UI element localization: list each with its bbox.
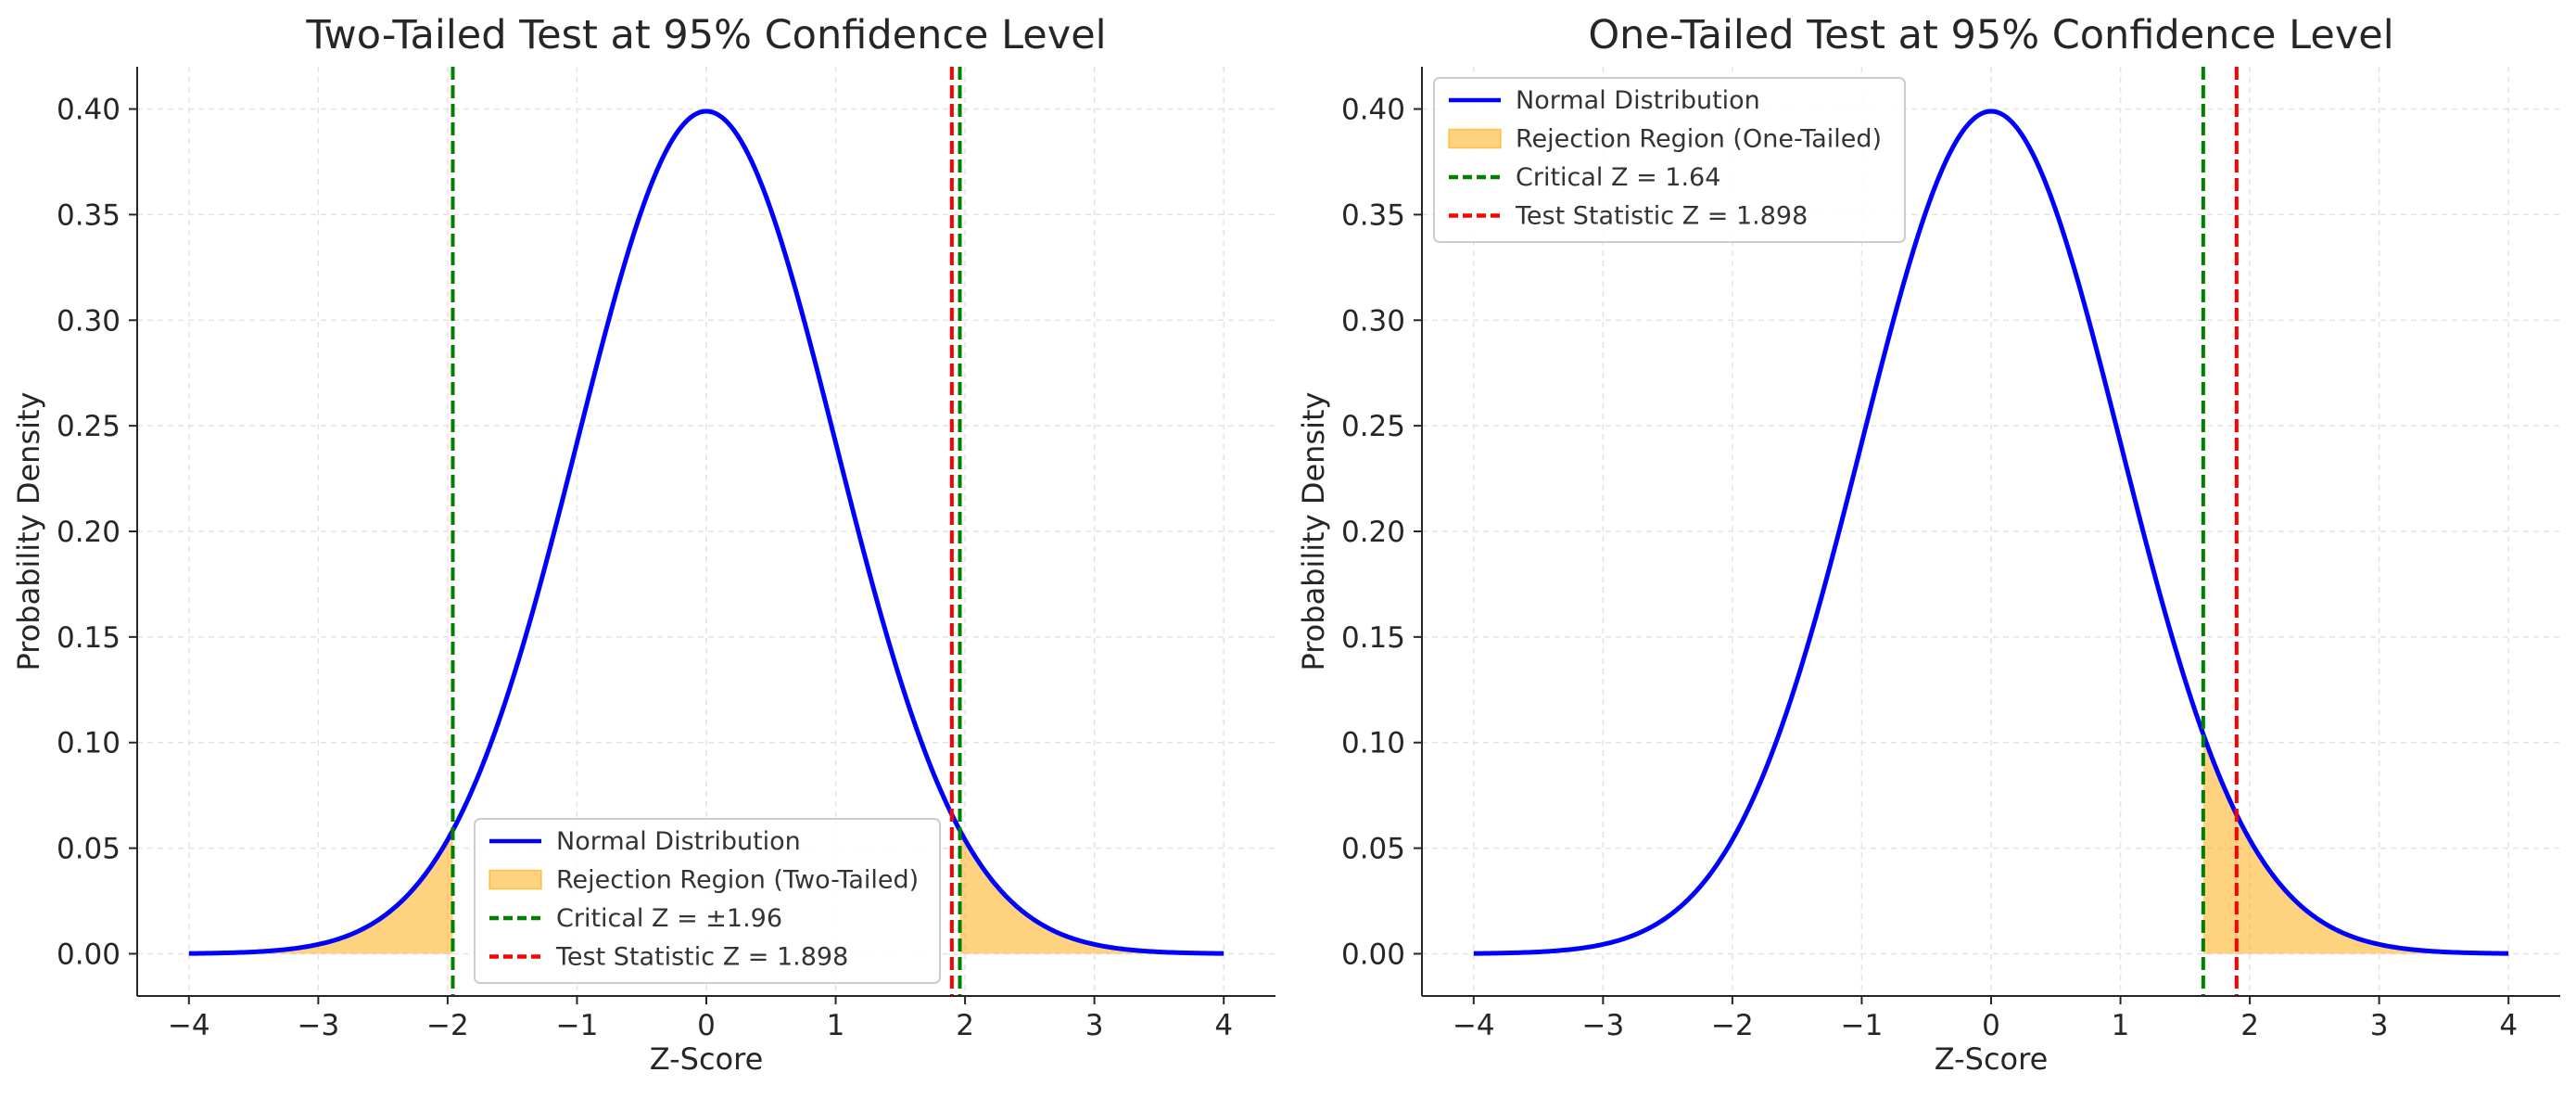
x-axis-label: Z-Score bbox=[650, 1041, 764, 1077]
x-tick-label: 0 bbox=[1982, 1009, 2000, 1042]
rejection-region bbox=[959, 830, 1225, 954]
normal-distribution-line bbox=[1473, 109, 2509, 956]
y-tick-label: 0.00 bbox=[57, 938, 121, 971]
legend-label: Critical Z = 1.64 bbox=[1516, 163, 1720, 192]
x-tick-label: 0 bbox=[697, 1009, 716, 1042]
y-tick-label: 0.10 bbox=[1341, 727, 1405, 760]
chart-title: Two-Tailed Test at 95% Confidence Level bbox=[305, 12, 1106, 58]
y-tick-label: 0.15 bbox=[57, 621, 121, 655]
y-axis-label: Probability Density bbox=[11, 392, 46, 671]
legend-label: Critical Z = ±1.96 bbox=[556, 904, 782, 933]
x-tick-label: −2 bbox=[1711, 1009, 1754, 1042]
legend-label: Test Statistic Z = 1.898 bbox=[555, 943, 848, 972]
x-tick-label: −2 bbox=[426, 1009, 469, 1042]
rejection-region bbox=[188, 830, 453, 954]
y-tick-label: 0.15 bbox=[1341, 621, 1405, 655]
x-tick-label: −1 bbox=[1841, 1009, 1884, 1042]
legend-label: Normal Distribution bbox=[1516, 86, 1760, 115]
normal-distribution-line bbox=[188, 109, 1225, 956]
legend-label: Normal Distribution bbox=[556, 827, 801, 856]
x-tick-label: −4 bbox=[1453, 1009, 1495, 1042]
y-tick-label: 0.20 bbox=[57, 516, 121, 549]
y-tick-label: 0.05 bbox=[1341, 833, 1405, 866]
y-tick-label: 0.30 bbox=[1341, 304, 1405, 338]
x-tick-label: 2 bbox=[2240, 1009, 2259, 1042]
legend-box bbox=[1433, 77, 1906, 243]
y-tick-label: 0.35 bbox=[1341, 198, 1405, 232]
legend-label: Rejection Region (Two-Tailed) bbox=[556, 866, 919, 895]
y-tick-label: 0.25 bbox=[1341, 410, 1405, 443]
legend-label: Test Statistic Z = 1.898 bbox=[1515, 202, 1808, 231]
y-tick-label: 0.35 bbox=[57, 198, 121, 232]
legend-box bbox=[474, 818, 941, 984]
legend: Normal Distribution Rejection Region (Two… bbox=[474, 818, 941, 984]
x-tick-label: 3 bbox=[2370, 1009, 2389, 1042]
y-tick-label: 0.20 bbox=[1341, 516, 1405, 549]
legend-swatch bbox=[489, 869, 542, 890]
x-tick-label: −3 bbox=[1582, 1009, 1625, 1042]
y-tick-label: 0.00 bbox=[1341, 938, 1405, 971]
x-tick-label: −1 bbox=[556, 1009, 599, 1042]
x-tick-label: −3 bbox=[298, 1009, 340, 1042]
x-tick-label: 4 bbox=[1214, 1009, 1233, 1042]
y-tick-label: 0.40 bbox=[1341, 94, 1405, 127]
x-axis-label: Z-Score bbox=[1935, 1041, 2049, 1077]
legend: Normal Distribution Rejection Region (One… bbox=[1433, 77, 1906, 243]
x-tick-label: 4 bbox=[2499, 1009, 2518, 1042]
x-tick-label: 2 bbox=[956, 1009, 974, 1042]
y-tick-label: 0.10 bbox=[57, 727, 121, 760]
y-tick-label: 0.40 bbox=[57, 94, 121, 127]
x-tick-label: 3 bbox=[1085, 1009, 1104, 1042]
y-tick-label: 0.05 bbox=[57, 833, 121, 866]
rejection-region bbox=[2202, 734, 2509, 954]
x-tick-label: −4 bbox=[168, 1009, 210, 1042]
x-tick-label: 1 bbox=[827, 1009, 845, 1042]
y-tick-label: 0.25 bbox=[57, 410, 121, 443]
legend-label: Rejection Region (One-Tailed) bbox=[1516, 125, 1882, 154]
y-tick-label: 0.30 bbox=[57, 304, 121, 338]
chart-panel-2: −4 −3 −2 −1 0 1 2 3 4 0.00 0.05 0.10 0.15 0.20 0.25 0.3… bbox=[1296, 12, 2560, 1077]
chart-panel-1: −4 −3 −2 −1 0 1 2 3 4 0.00 0.05 0.10 0.15 0.20 0.25 0.3… bbox=[11, 12, 1275, 1077]
chart-title: One-Tailed Test at 95% Confidence Level bbox=[1588, 12, 2393, 58]
x-tick-label: 1 bbox=[2112, 1009, 2130, 1042]
y-axis-label: Probability Density bbox=[1296, 392, 1331, 671]
legend-swatch bbox=[1448, 128, 1502, 149]
